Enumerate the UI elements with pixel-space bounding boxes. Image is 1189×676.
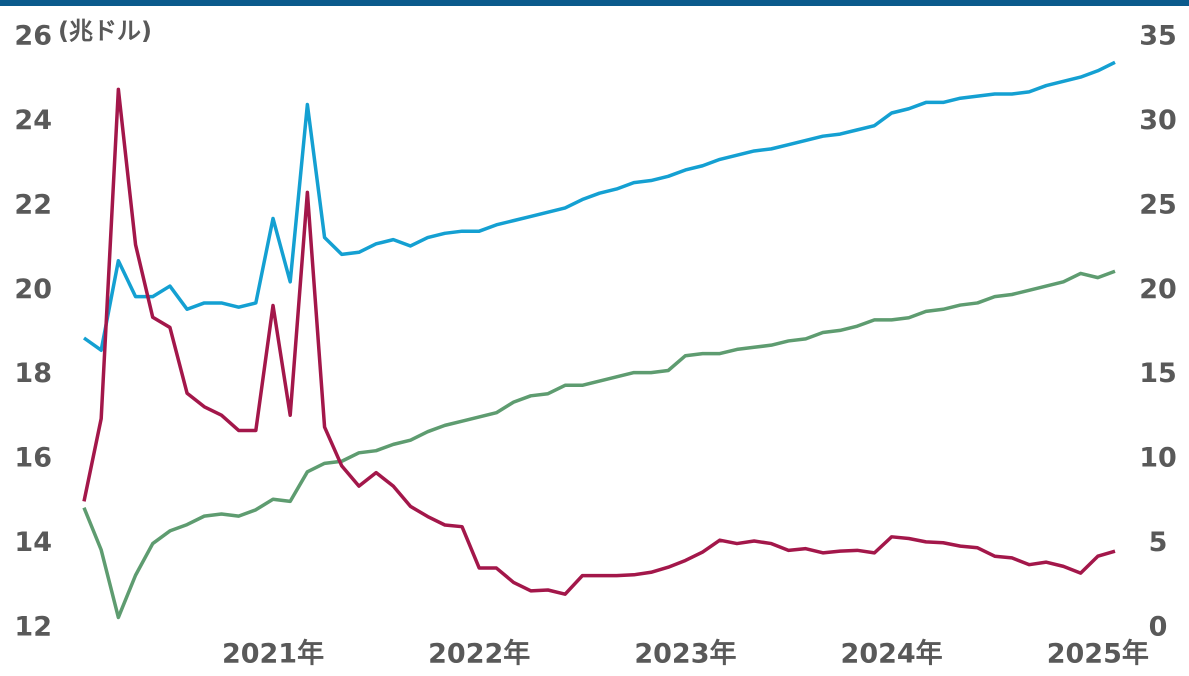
y-tick-label: 12 — [14, 612, 52, 643]
y2-tick-label: 15 — [1139, 358, 1177, 389]
y-tick-label: 26 — [14, 21, 52, 52]
y2-tick-label: 25 — [1139, 189, 1177, 220]
top-bar — [0, 0, 1189, 6]
x-tick-label: 2022年 — [428, 638, 530, 670]
y-tick-label: 22 — [14, 189, 52, 220]
y2-tick-label: 20 — [1139, 274, 1177, 305]
y-tick-label: 18 — [14, 358, 52, 389]
y2-tick-label: 10 — [1139, 443, 1177, 474]
y-tick-label: 20 — [14, 274, 52, 305]
y2-tick-label: 35 — [1139, 21, 1177, 52]
series-line — [82, 60, 1116, 352]
y2-tick-label: 5 — [1149, 527, 1168, 558]
y2-tick-label: 0 — [1149, 612, 1168, 643]
y-tick-label: 16 — [14, 443, 52, 474]
series-line — [82, 269, 1116, 620]
series-line — [82, 87, 1116, 596]
y2-tick-label: 30 — [1139, 105, 1177, 136]
x-tick-label: 2023年 — [634, 638, 736, 670]
x-tick-label: 2025年 — [1047, 638, 1149, 670]
unit-label: (兆ドル) — [58, 17, 152, 45]
x-tick-label: 2021年 — [222, 638, 324, 670]
x-tick-label: 2024年 — [841, 638, 943, 670]
y-tick-label: 24 — [14, 105, 52, 136]
y-tick-label: 14 — [14, 527, 52, 558]
